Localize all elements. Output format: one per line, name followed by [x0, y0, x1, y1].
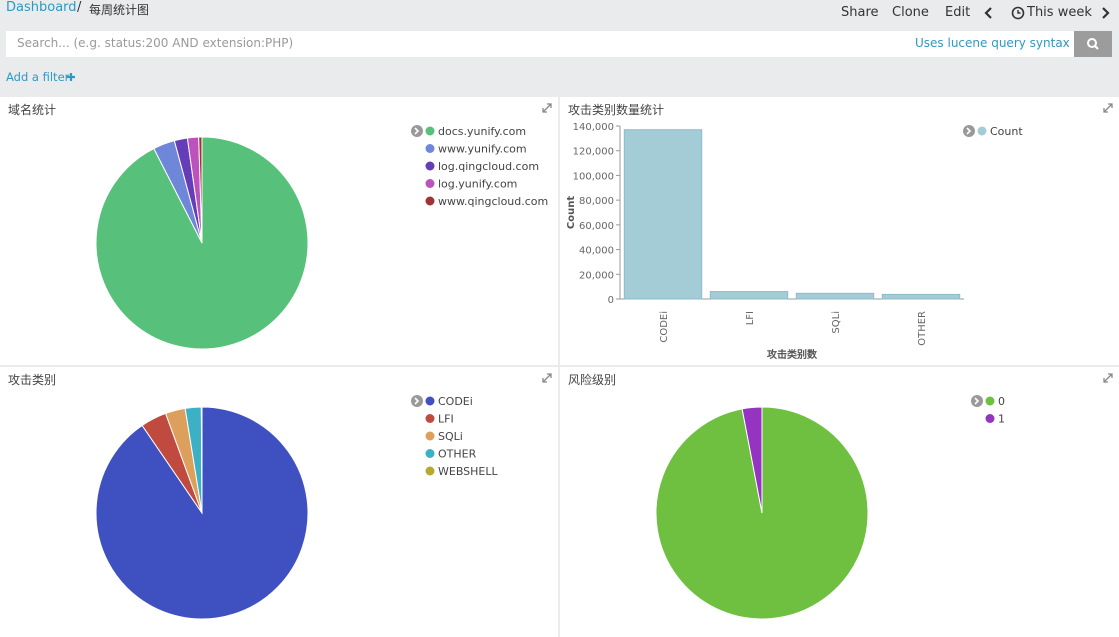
expand-icon[interactable] [542, 103, 552, 113]
y-tick-label: 140,000 [573, 122, 614, 133]
y-tick-label: 80,000 [579, 196, 614, 207]
y-tick-label: 20,000 [579, 270, 614, 281]
top-bar: Dashboard / 每周统计图 Share Clone Edit This … [0, 0, 1119, 95]
panel-title: 域名统计 [8, 103, 57, 117]
expand-icon[interactable] [542, 373, 552, 383]
panel-title: 攻击类别数量统计 [568, 103, 665, 117]
legend-swatch [425, 179, 435, 188]
clock-icon [1011, 6, 1025, 20]
legend-swatch [977, 126, 987, 136]
chart: CODEi LFI SQLi OTHER WEBSHELL [95, 373, 552, 620]
legend-toggle-arrow [414, 397, 420, 405]
legend: docs.yunify.com www.yunify.com log.qingclo… [411, 125, 548, 208]
x-tick-label: CODEi [659, 311, 670, 343]
legend-label[interactable]: Count [990, 125, 1023, 138]
legend-swatch [425, 414, 435, 423]
panel: 攻击类别 CODEi LFI SQLi OTHER WEBSHELL [0, 367, 558, 637]
legend-label[interactable]: OTHER [438, 448, 477, 461]
expand-icon[interactable] [1103, 373, 1113, 383]
legend-toggle-arrow [414, 127, 420, 135]
legend: 01 [971, 395, 1005, 426]
legend-label[interactable]: log.qingcloud.com [438, 160, 539, 173]
legend-swatch [425, 196, 435, 206]
legend-toggle-arrow [974, 397, 980, 405]
add-filter-icon[interactable] [66, 72, 76, 82]
y-tick-label: 40,000 [579, 246, 614, 257]
panel-title: 攻击类别 [8, 373, 57, 387]
search-placeholder: Search... (e.g. status:200 AND extension… [17, 36, 294, 50]
prev-arrow[interactable] [983, 6, 995, 20]
legend-toggle-arrow [966, 127, 972, 135]
breadcrumb-link[interactable]: Dashboard [6, 0, 77, 15]
search-icon [1087, 38, 1099, 50]
next-arrow[interactable] [1099, 6, 1111, 20]
panel: 域名统计 docs.yunify.com www.yunify.com log.qin… [0, 97, 558, 365]
x-axis-title: 攻击类别数 [767, 348, 818, 361]
pie-slice [198, 136, 203, 244]
y-tick-label: 100,000 [573, 171, 614, 182]
breadcrumb-separator: / [77, 0, 82, 15]
syntax-link[interactable]: Uses lucene query syntax [915, 36, 1070, 50]
add-filter[interactable]: Add a filter [6, 70, 70, 84]
legend-label[interactable]: www.qingcloud.com [438, 195, 548, 208]
y-tick-label: 120,000 [573, 147, 614, 158]
legend-swatch [425, 396, 435, 406]
panel: 攻击类别数量统计 0 20,000 40,000 60,000 80,000 100,000… [560, 97, 1119, 365]
panel-title: 风险级别 [568, 373, 617, 387]
legend-swatch [985, 414, 995, 423]
x-tick-label: OTHER [917, 311, 928, 346]
expand-icon[interactable] [1103, 103, 1113, 113]
legend-label[interactable]: 1 [998, 413, 1005, 426]
edit-button[interactable]: Edit [945, 5, 971, 20]
y-tick-label: 0 [608, 295, 614, 306]
bar [881, 293, 961, 300]
legend-swatch [425, 449, 435, 458]
legend-label[interactable]: WEBSHELL [438, 465, 499, 478]
pie-slice [200, 406, 203, 514]
share-button[interactable]: Share [841, 5, 879, 20]
legend: CODEi LFI SQLi OTHER WEBSHELL [411, 395, 499, 478]
search-input[interactable]: Search... (e.g. status:200 AND extension… [6, 31, 1074, 57]
y-tick-label: 60,000 [579, 221, 614, 232]
x-tick-label: LFI [745, 311, 756, 325]
legend-swatch [985, 396, 995, 406]
chart: 01 [655, 373, 1113, 620]
legend-label[interactable]: SQLi [438, 430, 463, 443]
pie-slice [741, 406, 763, 514]
bar [795, 292, 875, 300]
bar [709, 291, 789, 300]
legend-label[interactable]: log.yunify.com [438, 178, 517, 191]
legend-swatch [425, 126, 435, 136]
search-button[interactable] [1074, 31, 1112, 57]
legend-swatch [425, 466, 435, 476]
legend-label[interactable]: www.yunify.com [438, 143, 527, 156]
y-axis-title: Count [566, 196, 577, 229]
legend-label[interactable]: 0 [998, 395, 1005, 408]
legend-label[interactable]: docs.yunify.com [438, 125, 526, 138]
legend-label[interactable]: LFI [438, 413, 454, 426]
legend: Count [963, 125, 1023, 138]
time-picker[interactable]: This week [1027, 5, 1092, 20]
panel: 风险级别 0 1 [560, 367, 1119, 637]
bar [623, 129, 703, 300]
legend-swatch [425, 144, 435, 153]
chart: docs.yunify.com www.yunify.com log.qingclo… [95, 103, 552, 350]
x-tick-label: SQLi [831, 311, 842, 334]
legend-label[interactable]: CODEi [438, 395, 473, 408]
legend-swatch [425, 161, 435, 171]
legend-swatch [425, 431, 435, 441]
chart: 0 20,000 40,000 60,000 80,000 100,000 120,000 1… [566, 103, 1113, 361]
clone-button[interactable]: Clone [892, 5, 929, 20]
breadcrumb-current: 每周统计图 [89, 3, 150, 17]
